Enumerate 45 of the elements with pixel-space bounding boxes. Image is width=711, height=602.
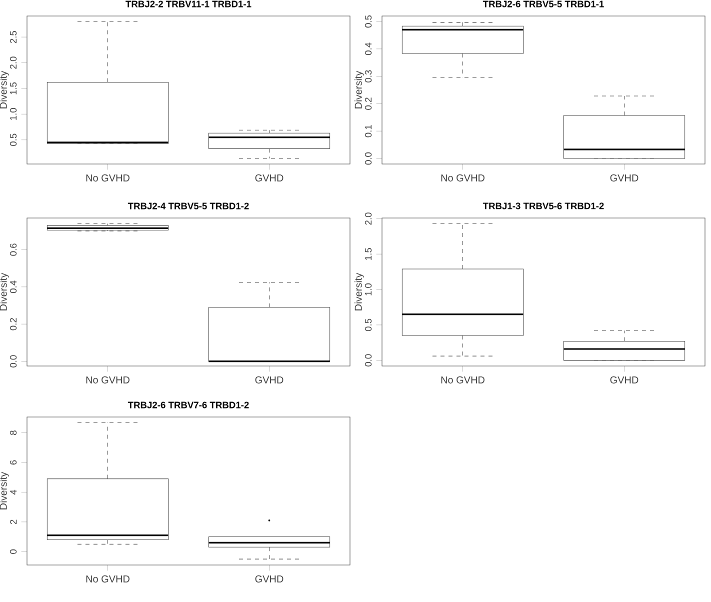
x-tick-label: No GVHD xyxy=(86,376,130,384)
x-tick-label: GVHD xyxy=(610,376,638,384)
chart-title: TRBJ2-6 TRBV5-5 TRBD1-1 xyxy=(482,0,604,8)
x-tick-label: GVHD xyxy=(255,376,284,384)
x-tick-label: No GVHD xyxy=(441,376,484,384)
y-tick-label: 0.4 xyxy=(10,280,17,294)
y-tick-label: 0.0 xyxy=(365,152,372,165)
chart-title: TRBJ1-3 TRBV5-6 TRBD1-2 xyxy=(482,202,604,210)
y-tick-label: 1.0 xyxy=(365,283,372,296)
x-tick-label: No GVHD xyxy=(86,174,130,182)
x-tick-label: GVHD xyxy=(255,575,284,582)
y-tick-label: 2.0 xyxy=(10,56,17,69)
y-axis-title: Diversity xyxy=(354,272,364,310)
y-tick-label: 2 xyxy=(10,520,17,524)
y-axis-title: Diversity xyxy=(0,472,9,510)
y-tick-label: 2.5 xyxy=(10,30,17,44)
y-tick-label: 8 xyxy=(10,430,17,435)
y-tick-label: 0.4 xyxy=(365,42,372,56)
y-tick-label: 6 xyxy=(10,460,17,465)
x-tick-label: GVHD xyxy=(255,174,284,182)
y-tick-label: 0 xyxy=(10,549,17,554)
y-tick-label: 2.0 xyxy=(365,212,372,225)
y-tick-label: 4 xyxy=(10,490,17,495)
y-tick-label: 0.5 xyxy=(365,15,372,28)
y-tick-label: 1.5 xyxy=(10,82,17,94)
y-tick-label: 0.5 xyxy=(10,134,17,146)
y-tick-label: 0.5 xyxy=(365,318,372,332)
y-axis-title: Diversity xyxy=(0,272,9,310)
chart-title: TRBJ2-6 TRBV7-6 TRBD1-2 xyxy=(128,402,249,408)
y-tick-label: 0.0 xyxy=(10,355,17,368)
y-tick-label: 0.2 xyxy=(10,318,17,330)
y-tick-label: 0.6 xyxy=(10,244,17,256)
y-axis-title: Diversity xyxy=(354,70,364,108)
y-tick-label: 0.0 xyxy=(365,354,372,366)
y-axis-title: Diversity xyxy=(0,70,9,108)
x-tick-label: No GVHD xyxy=(441,174,484,182)
y-tick-label: 1.5 xyxy=(365,248,372,260)
y-tick-label: 0.3 xyxy=(365,70,372,82)
y-tick-label: 1.0 xyxy=(10,108,17,120)
x-tick-label: No GVHD xyxy=(86,575,130,582)
y-tick-label: 0.1 xyxy=(365,125,372,138)
x-tick-label: GVHD xyxy=(610,174,638,182)
chart-title: TRBJ2-4 TRBV5-5 TRBD1-2 xyxy=(128,202,249,210)
y-tick-label: 0.2 xyxy=(365,98,372,110)
chart-title: TRBJ2-2 TRBV11-1 TRBD1-1 xyxy=(126,0,252,8)
